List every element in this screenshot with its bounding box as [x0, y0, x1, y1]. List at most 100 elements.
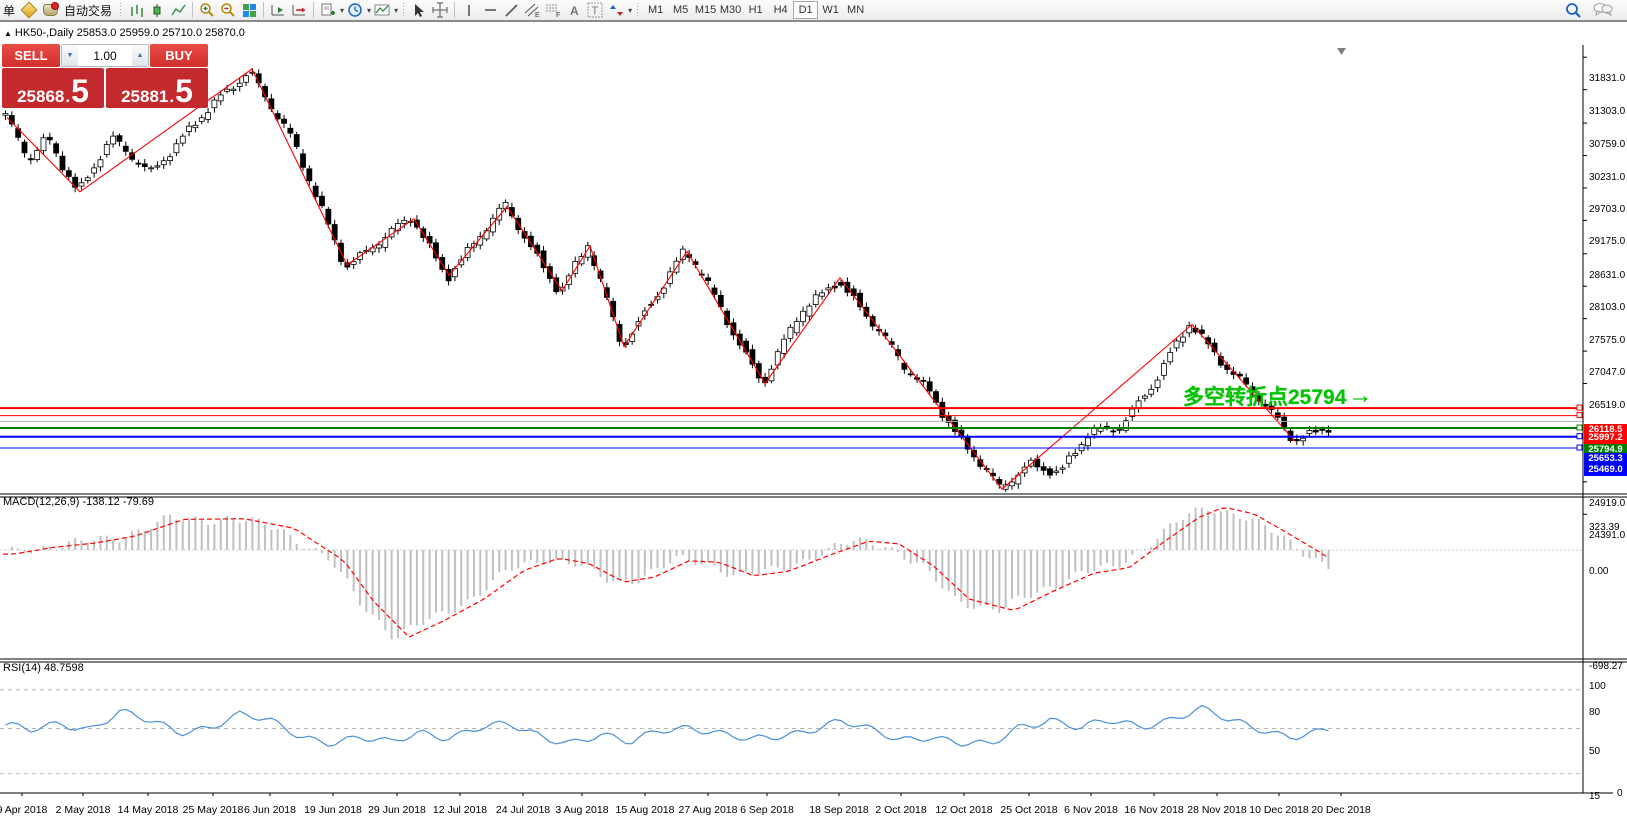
volume-increase-button[interactable]: ▲ [132, 45, 148, 66]
date-tick-label: 25 May 2018 [182, 804, 244, 816]
timeframe-button-h1[interactable]: H1 [748, 4, 763, 16]
date-tick-label: 12 Jul 2018 [432, 804, 488, 816]
text-tool-icon[interactable]: A [564, 1, 584, 19]
template-icon[interactable] [372, 1, 392, 19]
timeframes-dropdown-caret[interactable]: ▾ [367, 5, 372, 15]
price-line-tag: 25997.2 [1584, 431, 1627, 444]
trendline-tool-icon[interactable] [501, 1, 521, 19]
template-dropdown-caret[interactable]: ▾ [394, 5, 399, 15]
new-order-button-label[interactable]: 单 [3, 3, 16, 18]
price-tick-label: 29175.0 [1589, 236, 1626, 248]
zoom-in-icon[interactable] [197, 1, 217, 19]
date-tick-label: 15 Aug 2018 [615, 804, 675, 816]
date-tick-label: 25 Oct 2018 [1000, 804, 1058, 816]
macd-indicator-label: MACD(12,26,9) -138.12 -79.69 [3, 496, 155, 508]
arrows-tool-icon[interactable] [606, 1, 626, 19]
one-click-trading-panel: SELL ▼ 1.00 ▲ BUY 25868. 5 25881. 5 [2, 44, 208, 108]
rsi-zero-label: 0 [1617, 788, 1623, 799]
price-tick-label: 24919.0 [1589, 497, 1626, 509]
date-tick-label: 6 Nov 2018 [1064, 804, 1118, 816]
line-chart-icon[interactable] [168, 1, 188, 19]
volume-decrease-button[interactable]: ▼ [62, 45, 78, 66]
timeframe-button-m5[interactable]: M5 [672, 4, 689, 16]
rsi-tick-label: 15 [1589, 790, 1601, 802]
price-tick-label: 27047.0 [1589, 367, 1626, 379]
cursor-icon[interactable] [409, 1, 429, 19]
price-tick-label: 27575.0 [1589, 334, 1626, 346]
autotrading-button-label[interactable]: 自动交易 [64, 3, 113, 18]
macd-tick-label: -698.27 [1589, 661, 1623, 672]
search-icon[interactable] [1563, 1, 1583, 19]
price-tick-label: 30231.0 [1589, 171, 1626, 183]
date-tick-label: 10 Dec 2018 [1249, 804, 1309, 816]
chart-window[interactable]: ▲ HK50-,Daily 25853.0 25959.0 25710.0 258… [0, 22, 1627, 816]
window-marker-icon: ▲ [4, 29, 12, 38]
sell-button[interactable]: SELL [2, 44, 60, 67]
bid-price-display[interactable]: 25868. 5 [2, 68, 104, 108]
timeframe-button-m30[interactable]: M30 [719, 4, 742, 16]
date-tick-label: 6 Jun 2018 [244, 804, 296, 816]
timeframe-button-d1[interactable]: D1 [793, 1, 819, 19]
date-tick-label: 19 Jun 2018 [304, 804, 362, 816]
buy-button[interactable]: BUY [150, 44, 208, 67]
date-tick-label: 29 Jun 2018 [368, 804, 426, 816]
chart-canvas[interactable] [0, 22, 1627, 810]
price-tick-label: 31303.0 [1589, 105, 1626, 117]
date-tick-label: 18 Sep 2018 [809, 804, 869, 816]
chart-text-annotation[interactable]: 多空转折点25794 → [1183, 382, 1373, 409]
rsi-tick-label: 80 [1589, 706, 1601, 718]
timeframe-button-h4[interactable]: H4 [773, 4, 788, 16]
crosshair-icon[interactable] [430, 1, 450, 19]
zoom-out-icon[interactable] [218, 1, 238, 19]
svg-text:F: F [556, 12, 560, 18]
rsi-tick-label: 100 [1589, 681, 1606, 692]
equidistant-channel-tool-icon[interactable]: E [522, 1, 542, 19]
date-tick-label: 9 Apr 2018 [0, 804, 48, 816]
main-toolbar: 单 自动交易 ▾ ▾ ▾ E F A [0, 0, 1627, 22]
chart-title: ▲ HK50-,Daily 25853.0 25959.0 25710.0 258… [4, 27, 245, 39]
price-tick-label: 30759.0 [1589, 139, 1626, 151]
rsi-indicator-label: RSI(14) 48.7598 [3, 662, 84, 674]
price-line-tag: 25469.0 [1584, 464, 1627, 477]
price-tick-label: 24391.0 [1589, 530, 1626, 542]
horizontal-line-tool-icon[interactable] [480, 1, 500, 19]
timeframe-button-group: M1 M5 M15 M30 H1 H4 D1 W1 MN [643, 1, 868, 19]
auto-scroll-icon[interactable] [268, 1, 288, 19]
date-tick-label: 6 Sep 2018 [740, 804, 794, 816]
price-tick-label: 31831.0 [1589, 73, 1626, 85]
chat-icon[interactable] [1593, 1, 1613, 19]
new-chart-icon[interactable] [318, 1, 338, 19]
date-tick-label: 16 Nov 2018 [1124, 804, 1184, 816]
timeframe-button-mn[interactable]: MN [847, 4, 865, 16]
tile-windows-icon[interactable] [239, 1, 259, 19]
new-order-icon[interactable] [19, 1, 39, 19]
volume-input[interactable]: 1.00 [93, 48, 117, 63]
ask-price-display[interactable]: 25881. 5 [106, 68, 208, 108]
date-tick-label: 20 Dec 2018 [1311, 804, 1371, 816]
price-tick-label: 28631.0 [1589, 269, 1626, 281]
chart-shift-icon[interactable] [289, 1, 309, 19]
date-tick-label: 28 Nov 2018 [1187, 804, 1247, 816]
arrows-dropdown-caret[interactable]: ▾ [628, 5, 633, 15]
macd-tick-label: 0.00 [1589, 566, 1609, 577]
new-chart-dropdown-caret[interactable]: ▾ [340, 5, 345, 15]
bar-chart-icon[interactable] [126, 1, 146, 19]
price-tick-label: 28103.0 [1589, 302, 1626, 314]
macd-tick-label: 323.39 [1589, 522, 1620, 533]
date-tick-label: 27 Aug 2018 [678, 804, 738, 816]
date-tick-label: 2 Oct 2018 [875, 804, 927, 816]
price-line-tag: 25653.3 [1584, 452, 1627, 465]
text-label-tool-icon[interactable]: T [585, 1, 605, 19]
timeframes-icon[interactable] [345, 1, 365, 19]
date-tick-label: 12 Oct 2018 [935, 804, 993, 816]
timeframe-button-w1[interactable]: W1 [822, 4, 839, 16]
fibonacci-tool-icon[interactable]: F [543, 1, 563, 19]
annotation-arrow-icon: → [1348, 382, 1373, 409]
candlestick-icon[interactable] [147, 1, 167, 19]
timeframe-button-m15[interactable]: M15 [694, 4, 717, 16]
timeframe-button-m1[interactable]: M1 [647, 4, 664, 16]
vertical-line-tool-icon[interactable] [459, 1, 479, 19]
svg-text:A: A [570, 4, 579, 18]
autotrading-icon[interactable] [40, 1, 60, 19]
date-tick-label: 2 May 2018 [55, 804, 111, 816]
